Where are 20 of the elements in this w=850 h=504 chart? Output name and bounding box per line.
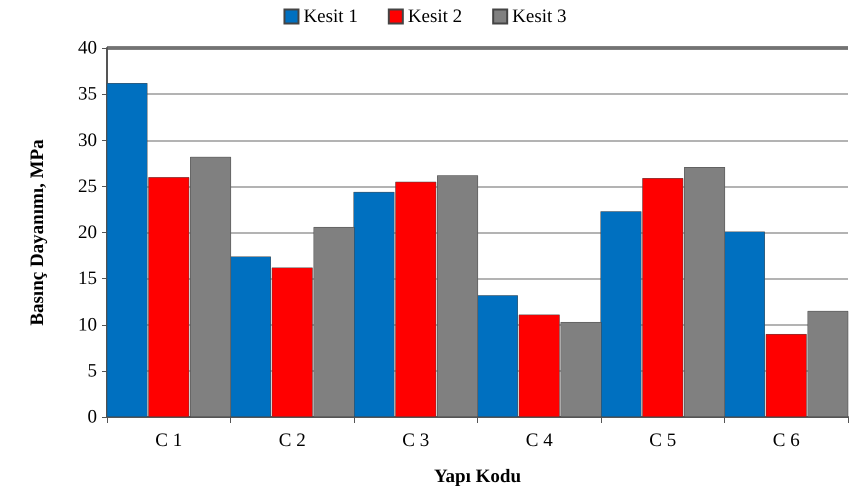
- legend-label: Kesit 3: [512, 6, 567, 27]
- y-axis-title: Basınç Dayanımı, MPa: [27, 138, 48, 326]
- x-tick-label: C 6: [772, 430, 800, 451]
- x-tick-label: C 4: [526, 430, 554, 451]
- y-tick-label: 20: [78, 222, 97, 243]
- x-axis-title: Yapı Kodu: [434, 466, 522, 487]
- y-tick-label: 40: [78, 38, 97, 58]
- y-tick-label: 0: [88, 406, 97, 428]
- legend-label: Kesit 1: [303, 6, 358, 27]
- x-tick-label: C 5: [649, 430, 676, 451]
- x-tick-label: C 2: [278, 430, 306, 451]
- y-tick-label: 15: [78, 268, 97, 290]
- y-tick-label: 35: [78, 84, 97, 105]
- y-tick-label: 5: [88, 360, 97, 382]
- x-tick-label: C 1: [155, 430, 182, 451]
- y-tick-label: 10: [78, 314, 97, 336]
- legend-label: Kesit 2: [408, 6, 462, 27]
- y-tick-label: 25: [78, 176, 97, 197]
- y-tick-label: 30: [78, 130, 97, 151]
- x-tick-label: C 3: [402, 430, 430, 451]
